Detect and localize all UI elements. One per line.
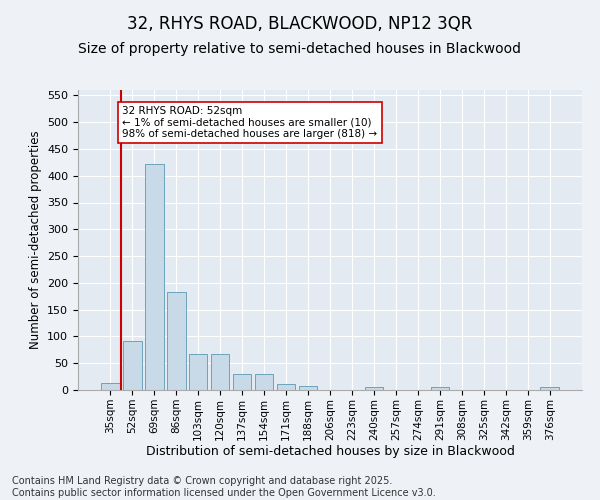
Text: 32 RHYS ROAD: 52sqm
← 1% of semi-detached houses are smaller (10)
98% of semi-de: 32 RHYS ROAD: 52sqm ← 1% of semi-detache…	[122, 106, 377, 140]
Bar	[431, 388, 449, 390]
Bar	[189, 354, 208, 390]
Text: Size of property relative to semi-detached houses in Blackwood: Size of property relative to semi-detach…	[79, 42, 521, 56]
Bar	[255, 374, 274, 390]
Bar	[365, 388, 383, 390]
Bar	[211, 354, 229, 390]
X-axis label: Distribution of semi-detached houses by size in Blackwood: Distribution of semi-detached houses by …	[146, 446, 514, 458]
Bar	[167, 292, 185, 390]
Bar	[233, 374, 251, 390]
Y-axis label: Number of semi-detached properties: Number of semi-detached properties	[29, 130, 41, 350]
Bar	[541, 388, 559, 390]
Bar	[145, 164, 164, 390]
Text: 32, RHYS ROAD, BLACKWOOD, NP12 3QR: 32, RHYS ROAD, BLACKWOOD, NP12 3QR	[127, 15, 473, 33]
Bar	[101, 382, 119, 390]
Bar	[123, 340, 142, 390]
Bar	[299, 386, 317, 390]
Bar	[277, 384, 295, 390]
Text: Contains HM Land Registry data © Crown copyright and database right 2025.
Contai: Contains HM Land Registry data © Crown c…	[12, 476, 436, 498]
